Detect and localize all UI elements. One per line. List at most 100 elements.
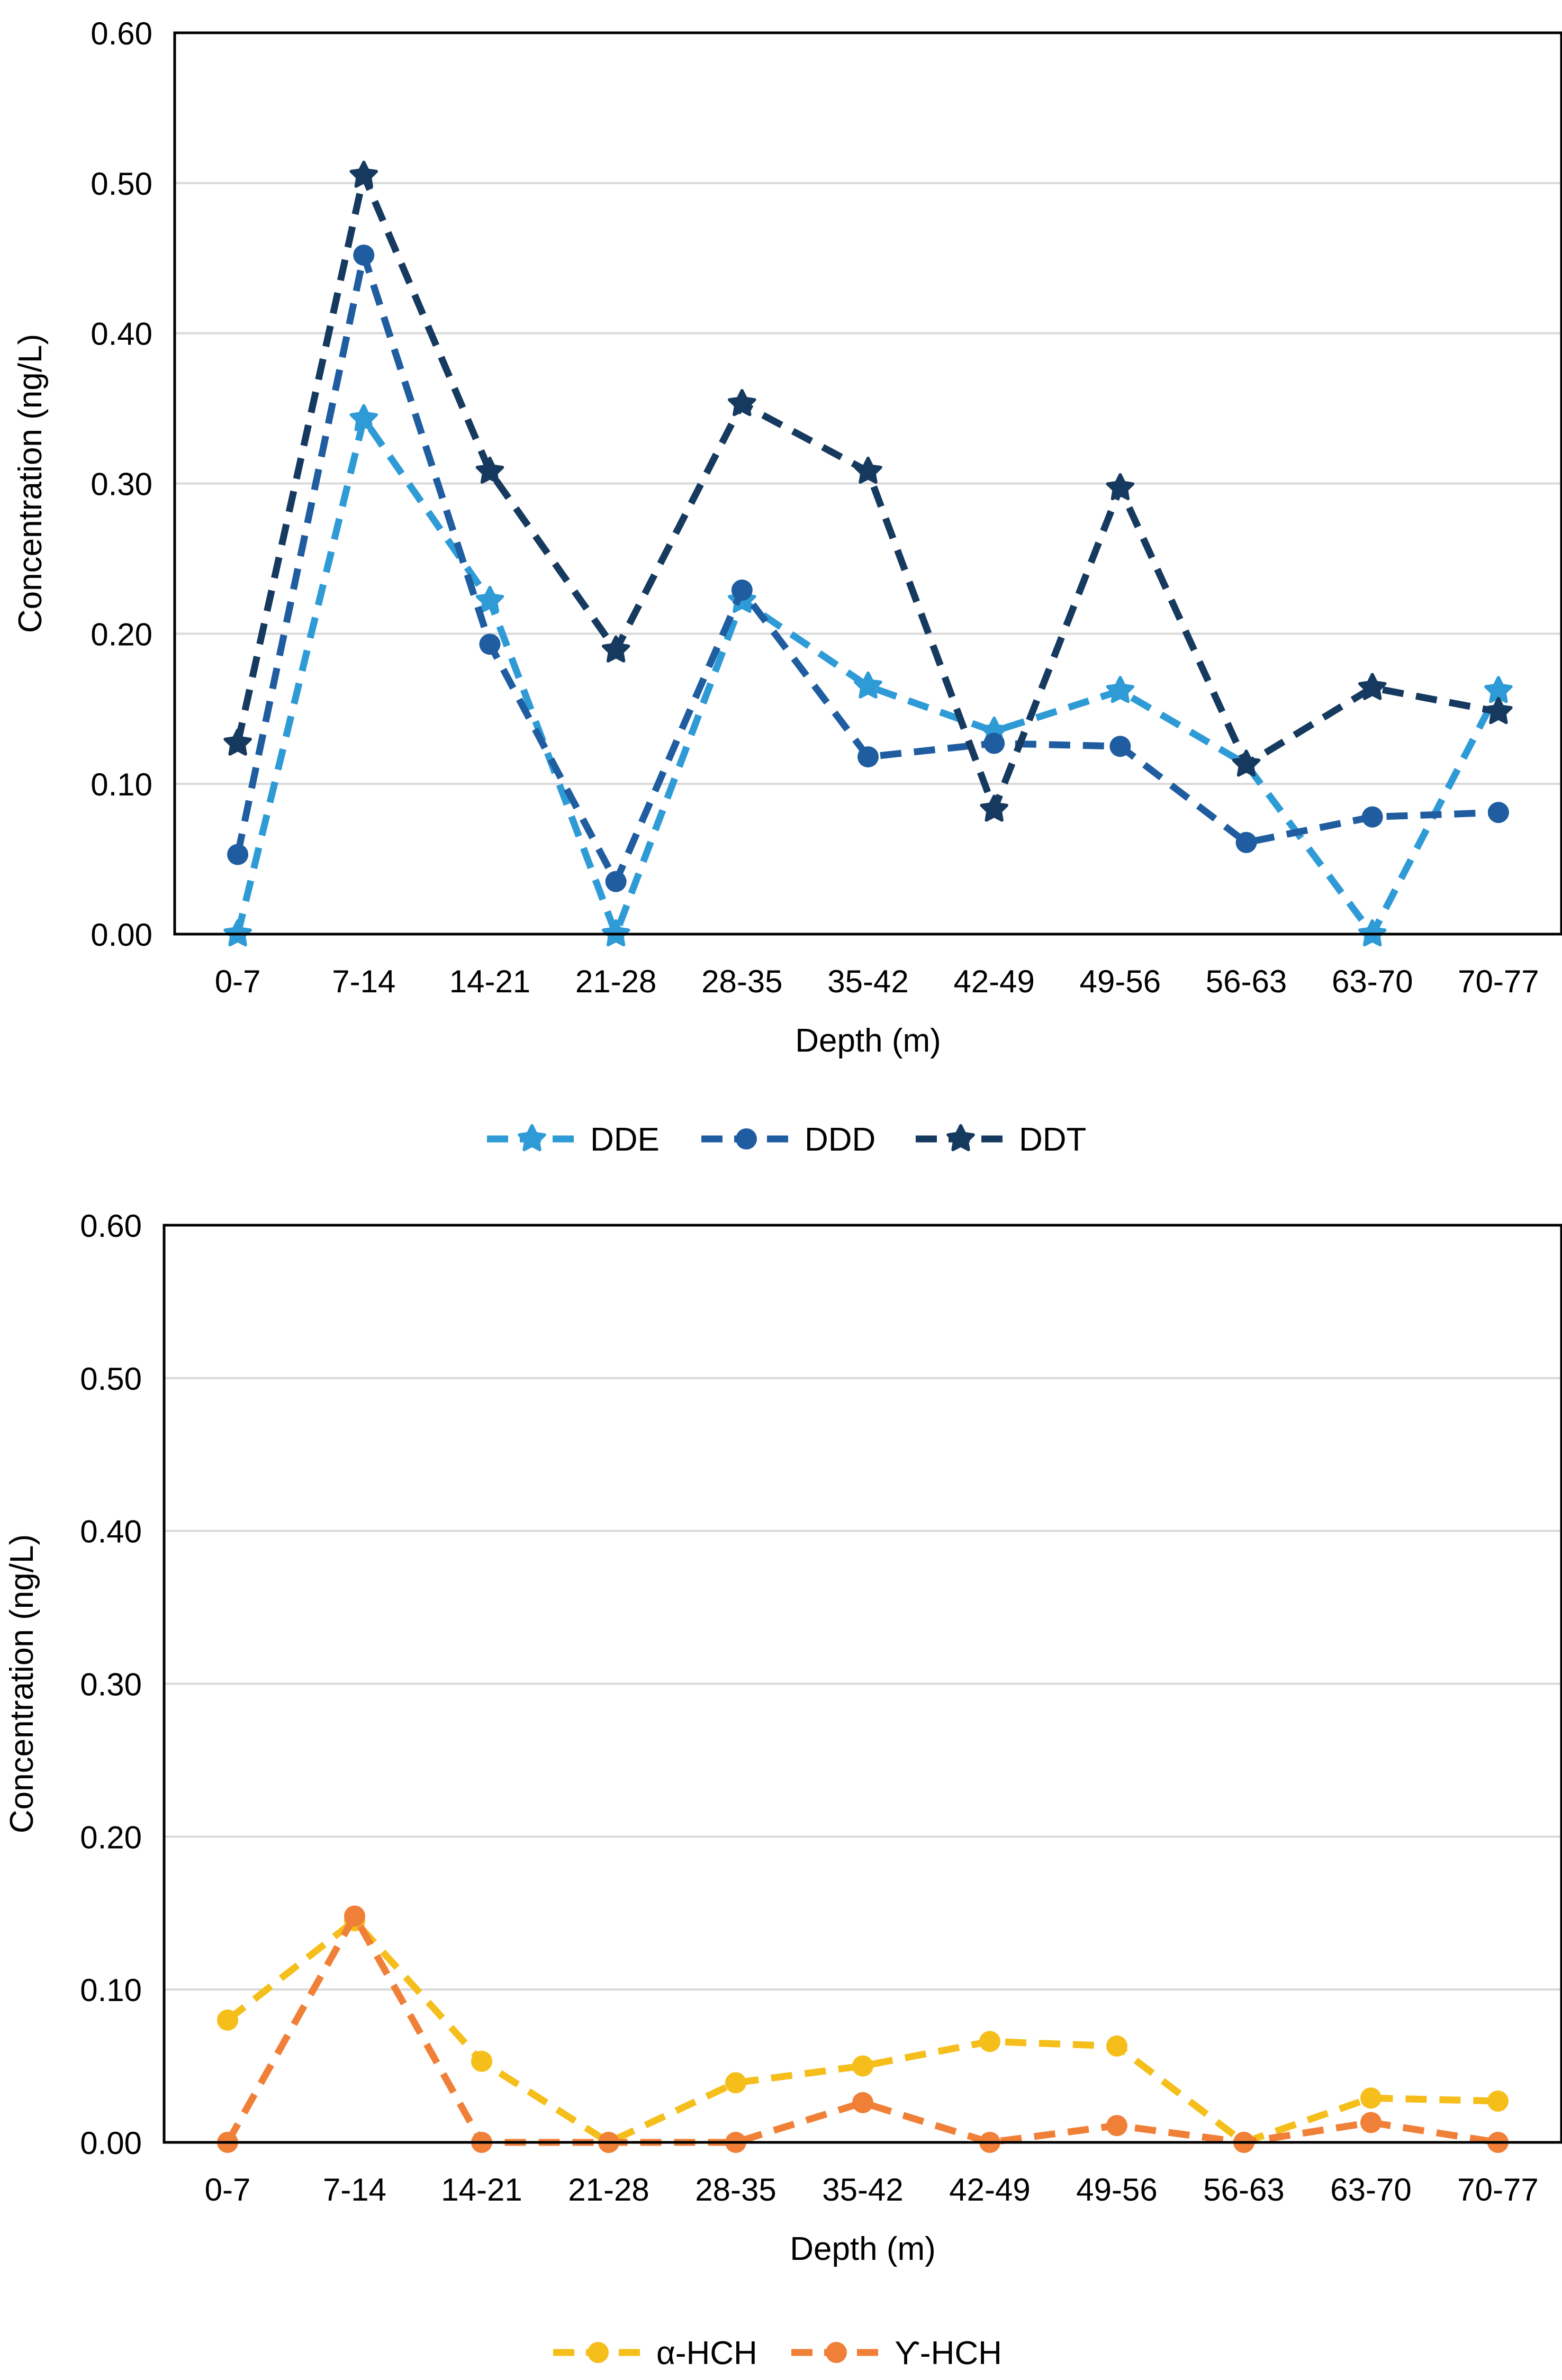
series-DDD xyxy=(227,245,1509,892)
y-tick-label: 0.00 xyxy=(80,2125,142,2161)
legend-marker xyxy=(588,2342,609,2363)
legend: α-HCH ϒ-HCH xyxy=(553,2335,1002,2372)
data-point xyxy=(1235,831,1257,853)
plot-area-border xyxy=(162,1224,1562,2144)
y-tick-label: 0.20 xyxy=(91,617,152,652)
series-line xyxy=(224,1913,1499,2146)
chart-1: 0.00 0.10 0.20 0.30 0.40 0.50 0.60 0-7 7-14 14-21… xyxy=(12,16,1562,1158)
data-point xyxy=(1487,802,1509,824)
data-point xyxy=(983,732,1005,754)
x-tick-label: 49-56 xyxy=(1076,2172,1157,2207)
x-tick-label: 63-70 xyxy=(1330,2172,1411,2207)
data-point xyxy=(728,389,756,417)
legend: DDE DDD DDT xyxy=(487,1121,1086,1158)
x-axis-title: Depth (m) xyxy=(795,1022,941,1059)
y-tick-label: 0.20 xyxy=(80,1820,142,1855)
x-tick-label: 0-7 xyxy=(205,2172,251,2207)
x-tick-label: 0-7 xyxy=(215,964,261,999)
data-point xyxy=(1106,676,1135,703)
chart-2: 0.00 0.10 0.20 0.30 0.40 0.50 0.60 0-7 7-14 14-21… xyxy=(4,1208,1562,2372)
y-tick-label: 0.60 xyxy=(80,1208,142,1244)
series-DDT xyxy=(223,160,1513,822)
data-point xyxy=(1360,2087,1382,2109)
legend-label: DDE xyxy=(590,1121,660,1158)
series-line xyxy=(234,251,1499,885)
legend-marker xyxy=(736,1128,757,1150)
data-point xyxy=(353,245,375,266)
data-point xyxy=(1487,2091,1509,2112)
y-axis-title: Concentration (ng/L) xyxy=(4,1534,40,1833)
data-point xyxy=(1106,2115,1127,2137)
y-tick-label: 0.00 xyxy=(91,917,152,953)
y-tick-label: 0.60 xyxy=(91,16,152,51)
data-point xyxy=(217,2009,238,2031)
y-tick-label: 0.40 xyxy=(91,316,152,352)
data-point xyxy=(852,2092,873,2113)
data-point xyxy=(1484,696,1513,725)
x-tick-label: 56-63 xyxy=(1203,2172,1284,2207)
x-tick-label: 28-35 xyxy=(701,964,782,999)
data-point xyxy=(1106,2035,1127,2057)
data-point xyxy=(605,871,627,892)
data-point xyxy=(349,404,378,431)
data-point xyxy=(344,1905,365,1927)
x-tick-label: 49-56 xyxy=(1080,964,1161,999)
data-point xyxy=(854,671,882,699)
data-point xyxy=(601,635,630,663)
series-α-HCH xyxy=(217,1910,1509,2153)
data-point xyxy=(479,634,501,655)
x-tick-label: 70-77 xyxy=(1457,2172,1538,2207)
data-point xyxy=(1109,736,1131,757)
data-point xyxy=(475,585,504,613)
x-tick-label: 42-49 xyxy=(953,964,1034,999)
plot-area-border xyxy=(173,31,1562,936)
data-point xyxy=(227,844,249,865)
y-tick-label: 0.10 xyxy=(80,1972,142,2008)
data-point xyxy=(1358,673,1387,700)
x-tick-label: 21-28 xyxy=(568,2172,649,2207)
x-tick-label: 42-49 xyxy=(949,2172,1030,2207)
data-point xyxy=(223,728,252,756)
x-tick-label: 63-70 xyxy=(1332,964,1413,999)
x-tick-label: 70-77 xyxy=(1458,964,1539,999)
y-axis-title: Concentration (ng/L) xyxy=(12,334,49,633)
legend-marker xyxy=(826,2342,847,2363)
data-point xyxy=(475,456,504,484)
data-point xyxy=(471,2050,492,2072)
y-tick-label: 0.10 xyxy=(91,767,152,802)
x-tick-label: 35-42 xyxy=(827,964,908,999)
series-line xyxy=(225,1917,1498,2146)
x-axis-title: Depth (m) xyxy=(790,2231,936,2267)
data-point xyxy=(1361,806,1383,828)
legend-label: α-HCH xyxy=(656,2335,757,2372)
x-tick-label: 35-42 xyxy=(822,2172,903,2207)
x-tick-label: 7-14 xyxy=(332,964,395,999)
legend-marker xyxy=(946,1124,975,1152)
y-tick-label: 0.50 xyxy=(91,166,152,202)
data-point xyxy=(979,2031,1000,2052)
data-point xyxy=(1360,2112,1382,2133)
data-point xyxy=(980,794,1008,822)
legend-label: ϒ-HCH xyxy=(895,2335,1002,2372)
series-line xyxy=(234,172,1500,813)
data-point xyxy=(349,160,378,188)
data-point xyxy=(852,2055,873,2077)
data-point xyxy=(854,456,882,484)
x-tick-label: 14-21 xyxy=(449,964,530,999)
x-tick-label: 28-35 xyxy=(695,2172,776,2207)
data-point xyxy=(731,580,753,601)
data-point xyxy=(857,746,879,768)
legend-label: DDD xyxy=(805,1121,875,1158)
y-tick-label: 0.50 xyxy=(80,1361,142,1397)
x-tick-label: 14-21 xyxy=(441,2172,522,2207)
series-DDE xyxy=(223,404,1513,947)
legend-marker xyxy=(518,1124,546,1152)
x-tick-label: 7-14 xyxy=(323,2172,386,2207)
data-point xyxy=(1232,749,1261,777)
data-point xyxy=(725,2072,746,2094)
y-tick-label: 0.40 xyxy=(80,1514,142,1550)
series-line xyxy=(234,415,1502,938)
x-tick-label: 21-28 xyxy=(575,964,656,999)
